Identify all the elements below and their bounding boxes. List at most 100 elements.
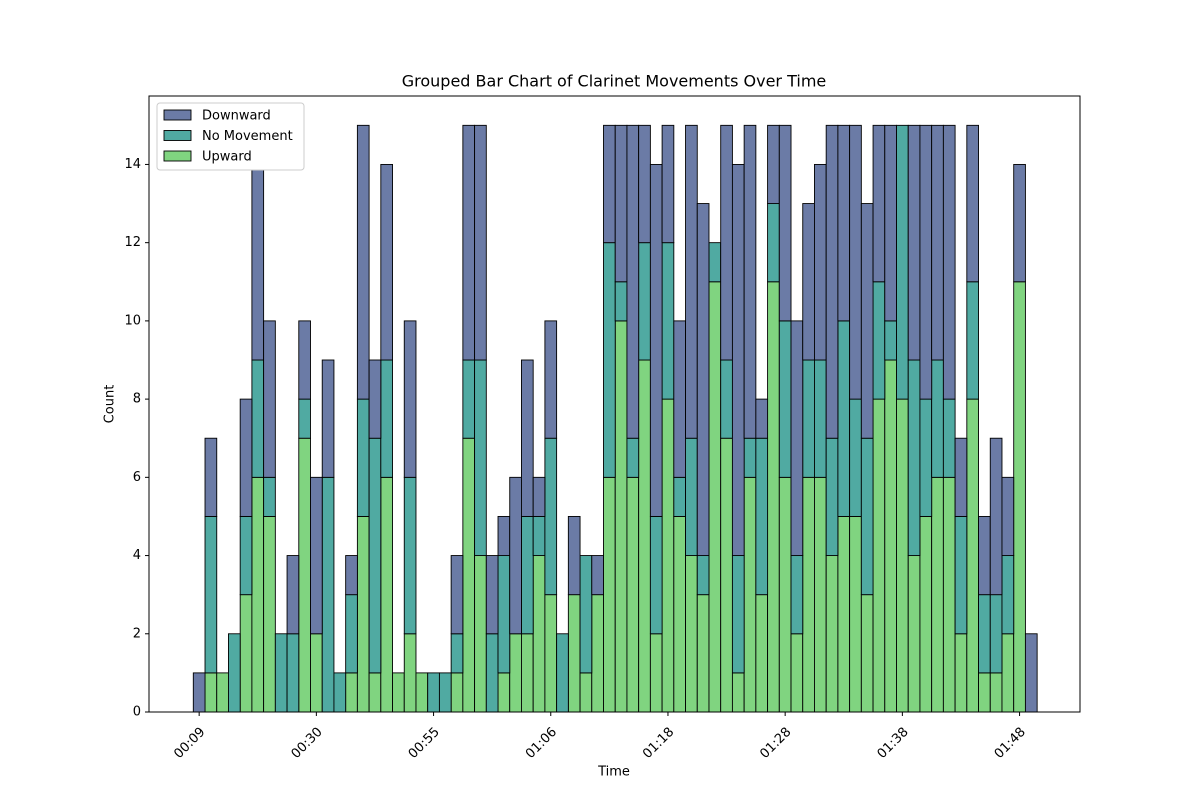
bar-segment — [427, 672, 440, 713]
bar-segment — [860, 203, 874, 439]
bar-segment — [907, 555, 921, 713]
bar-segment — [462, 124, 476, 361]
bar-segment — [556, 633, 569, 713]
bar-segment — [485, 555, 499, 635]
legend-label: Upward — [202, 150, 252, 165]
bar-segment — [849, 124, 862, 400]
bar-segment — [778, 124, 792, 322]
bar-segment — [614, 124, 628, 283]
bar-segment — [1013, 281, 1026, 713]
legend-label: No Movement — [202, 129, 293, 144]
x-tick-label: 01:38 — [875, 725, 912, 762]
bar-segment — [497, 672, 511, 713]
bar-segment — [579, 672, 593, 713]
bar-segment — [392, 672, 405, 713]
bar-segment — [591, 555, 604, 596]
bar-segment — [1001, 633, 1015, 713]
bar-segment — [685, 437, 698, 557]
bar-segment — [356, 398, 370, 517]
bar-segment — [673, 515, 686, 713]
bar-segment — [614, 281, 628, 322]
legend-label: Downward — [202, 109, 271, 124]
bar-segment — [696, 555, 710, 596]
bar-segment — [837, 515, 851, 713]
bar-segment — [884, 359, 897, 713]
bar-segment — [884, 320, 897, 361]
bar-segment — [919, 398, 933, 517]
bar-segment — [860, 437, 874, 596]
bar-segment — [521, 359, 534, 517]
bar-segment — [731, 555, 745, 674]
bar-segment — [626, 476, 640, 713]
x-tick-label: 00:30 — [289, 725, 326, 762]
bar-segment — [942, 476, 956, 713]
bar-segment — [755, 398, 769, 439]
bar-segment — [368, 437, 382, 674]
chart-title: Grouped Bar Chart of Clarinet Movements … — [402, 72, 827, 91]
y-tick-label: 12 — [124, 235, 141, 250]
bar-segment — [368, 672, 382, 713]
bar-segment — [544, 320, 558, 439]
bar-segment — [1024, 633, 1038, 713]
bar-segment — [474, 359, 487, 557]
bar-segment — [228, 633, 241, 713]
bar-segment — [954, 437, 968, 517]
bar-segment — [649, 515, 663, 635]
bar-segment — [720, 359, 733, 439]
bar-segment — [239, 515, 253, 596]
bar-segment — [837, 320, 851, 517]
y-tick-label: 8 — [133, 392, 141, 407]
bar-segment — [321, 476, 335, 713]
bar-segment — [251, 476, 265, 713]
bar-segment — [638, 124, 651, 244]
bar-segment — [532, 555, 546, 713]
bar-segment — [380, 163, 393, 361]
bar-segment — [345, 594, 358, 674]
bar-segment — [942, 124, 956, 400]
bar-segment — [825, 555, 839, 713]
bar-segment — [532, 476, 546, 517]
bar-segment — [485, 633, 499, 713]
bar-segment — [978, 672, 991, 713]
legend: Downward No Movement Upward — [156, 102, 305, 171]
bar-segment — [708, 242, 722, 283]
bar-segment — [521, 633, 534, 713]
bar-segment — [896, 398, 909, 713]
bar-segment — [989, 672, 1003, 713]
bar-segment — [731, 163, 745, 557]
bar-segment — [192, 672, 206, 713]
bar-segment — [966, 398, 979, 713]
bar-segment — [778, 320, 792, 478]
bar-segment — [450, 633, 464, 674]
bar-segment — [356, 515, 370, 713]
bar-segment — [462, 437, 476, 713]
bar-segment — [790, 320, 804, 557]
bar-segment — [661, 124, 675, 244]
bar-segment — [380, 476, 393, 713]
bar-segment — [603, 124, 616, 244]
y-tick-label: 14 — [124, 157, 141, 172]
bar-segment — [567, 515, 581, 596]
bar-segment — [345, 555, 358, 596]
bar-segment — [673, 476, 686, 517]
bar-segment — [532, 515, 546, 557]
bar-segment — [931, 476, 944, 713]
x-tick-label: 01:06 — [523, 725, 560, 762]
bar-segment — [450, 555, 464, 635]
bar-segment — [931, 359, 944, 478]
bar-segment — [298, 398, 311, 439]
bar-segment — [263, 515, 276, 713]
bar-segment — [626, 437, 640, 478]
bar-segment — [802, 359, 815, 478]
bar-segment — [978, 594, 991, 674]
bar-segment — [942, 398, 956, 478]
bar-segment — [919, 515, 933, 713]
bar-segment — [614, 320, 628, 713]
bar-segment — [298, 320, 311, 400]
bar-segment — [696, 594, 710, 713]
bar-segment — [415, 672, 429, 713]
bar-segment — [872, 281, 886, 400]
bar-segment — [989, 594, 1003, 674]
bar-segment — [591, 594, 604, 713]
